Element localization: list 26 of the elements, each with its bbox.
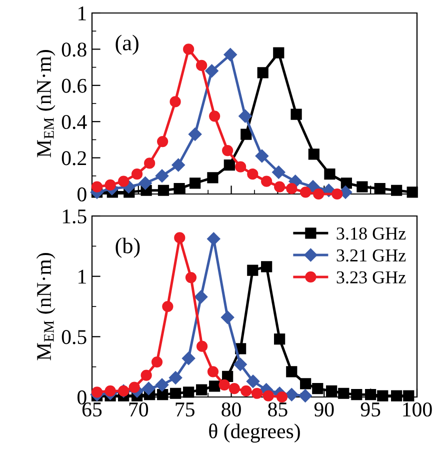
x-tick-label: 75 — [176, 402, 194, 417]
y-axis-title: M$_{EM}$ (nN·m) — [36, 50, 56, 158]
annotation: (a) — [116, 34, 138, 55]
x-tick-label: 65 — [82, 402, 102, 417]
y-tick-label: 1 — [78, 6, 86, 20]
x-axis-title: θ (degrees) — [209, 424, 300, 443]
y-tick-label: 1.5 — [62, 209, 86, 224]
y-tick-label: 0.5 — [62, 330, 86, 344]
y-tick-label: 0.2 — [62, 151, 86, 166]
x-tick-label: 100 — [403, 402, 432, 417]
annotation: (b) — [116, 238, 140, 258]
y-tick-label: 1 — [78, 270, 86, 284]
legend-label: 3.21 GHz — [336, 249, 406, 262]
x-tick-label: 95 — [360, 402, 380, 417]
x-tick-label: 80 — [222, 402, 241, 417]
x-tick-label: 70 — [129, 402, 148, 417]
y-tick-label: 0.4 — [62, 114, 87, 130]
y-tick-label: 0.8 — [62, 42, 86, 57]
y-axis-title: M$_{EM}$ (nN·m) — [36, 253, 56, 360]
x-tick-label: 85 — [268, 402, 288, 417]
y-tick-label: 0 — [78, 187, 86, 202]
y-tick-label: 0 — [78, 390, 86, 404]
legend-label: 3.18 GHz — [336, 227, 406, 240]
x-tick-label: 90 — [314, 402, 334, 417]
y-tick-label: 0.6 — [62, 78, 87, 93]
legend-label: 3.23 GHz — [336, 271, 406, 284]
